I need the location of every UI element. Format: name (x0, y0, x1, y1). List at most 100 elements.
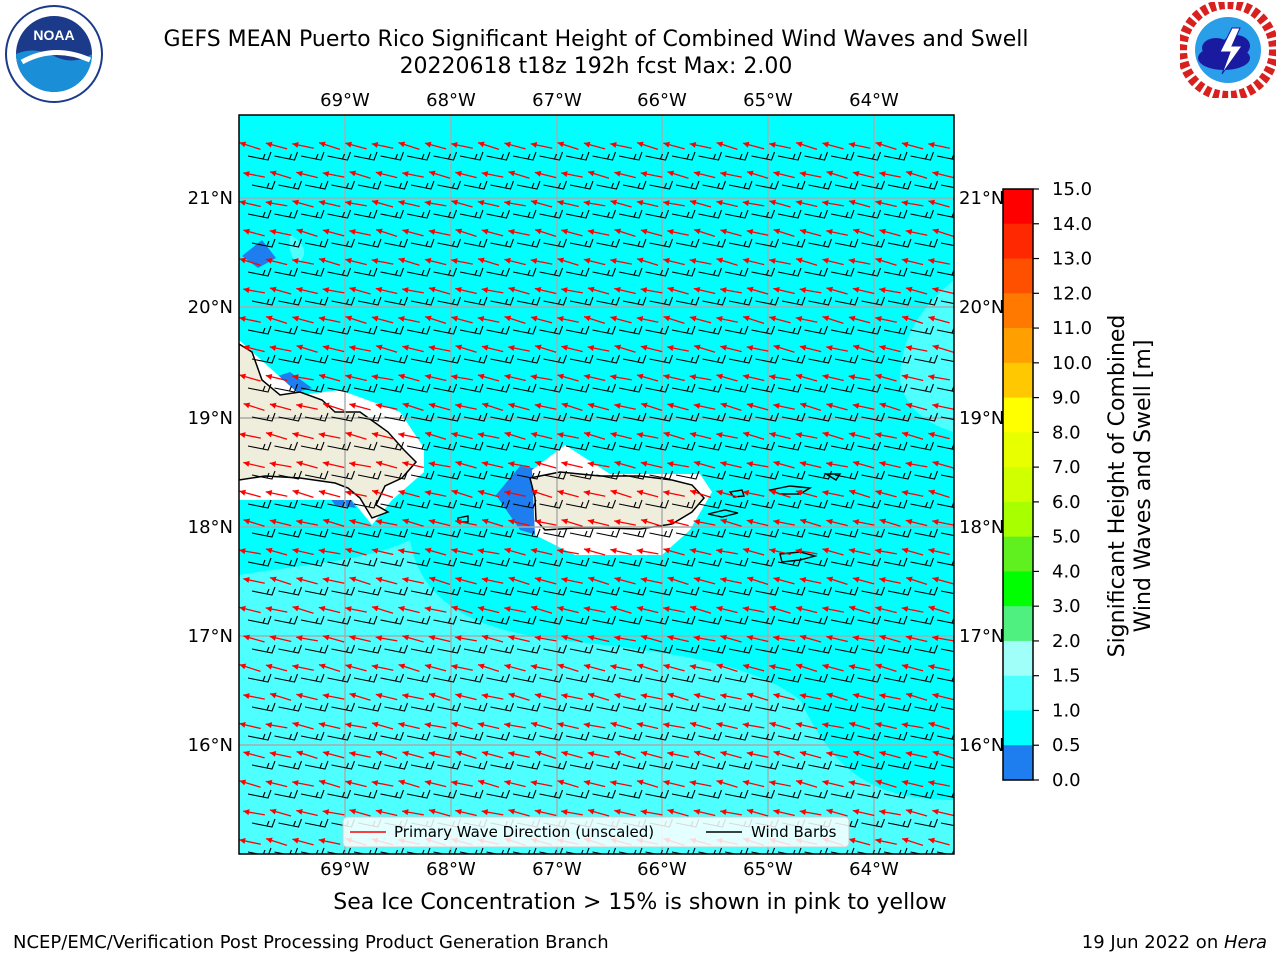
wave-arrow (375, 286, 398, 295)
wave-arrow (349, 518, 371, 527)
wind-barb (331, 180, 356, 190)
wind-barb (830, 615, 855, 625)
wind-barb (857, 673, 882, 683)
wave-arrow (371, 431, 394, 440)
wind-barb (331, 760, 356, 770)
wave-arrow (508, 286, 530, 295)
wind-barb (698, 789, 723, 799)
wave-arrow (292, 374, 314, 381)
wave-arrow (402, 750, 424, 759)
wind-barb (861, 818, 886, 828)
wind-barb (251, 354, 276, 364)
wave-arrow (932, 344, 954, 353)
wave-arrow (852, 228, 875, 238)
wind-barb (247, 673, 272, 683)
colorbar-segment (1003, 606, 1033, 642)
wind-barb (512, 325, 537, 335)
wave-arrow (667, 808, 689, 817)
wave-arrow (932, 576, 954, 585)
colorbar-tick-label: 10.0 (1052, 353, 1092, 374)
wind-barb (380, 325, 405, 335)
wave-arrow (318, 199, 341, 208)
wind-barb (463, 412, 488, 422)
wind-barb (777, 615, 802, 625)
wave-arrow (614, 750, 636, 760)
wind-barb (410, 644, 435, 654)
wave-arrow (398, 432, 420, 439)
wave-arrow (349, 808, 371, 817)
wave-arrow (875, 779, 897, 788)
wave-arrow (614, 170, 636, 179)
wind-barb (247, 267, 272, 277)
wind-barb (300, 557, 325, 567)
land-puerto-rico (529, 471, 706, 531)
wave-arrow (243, 171, 265, 178)
wave-arrow (610, 489, 632, 499)
wind-barb (247, 441, 272, 451)
colorbar-segment (1003, 258, 1033, 294)
wave-arrow (610, 547, 632, 556)
wave-arrow (371, 199, 394, 208)
wave-arrow (663, 722, 685, 729)
wind-barb (645, 731, 670, 741)
colorbar-segment (1003, 189, 1033, 225)
wind-barb (649, 412, 674, 422)
wind-barb (569, 470, 594, 480)
wind-barb (675, 470, 700, 480)
wave-arrow (773, 403, 795, 410)
wave-arrow (561, 402, 583, 412)
wave-arrow (636, 779, 659, 788)
wind-barb (940, 648, 954, 653)
wind-barb (437, 760, 462, 770)
wave-arrow (769, 605, 791, 614)
wind-barb (490, 354, 515, 364)
wind-barb (751, 383, 776, 393)
wind-barb (698, 151, 723, 161)
wind-barb (459, 441, 484, 451)
wave-arrow (243, 693, 265, 700)
wave-arrow (742, 779, 765, 788)
wave-arrow (720, 634, 742, 643)
wind-barb (834, 412, 859, 422)
wind-barb (857, 151, 882, 161)
wave-arrow (455, 344, 477, 353)
legend-barb-label: Wind Barbs (751, 823, 837, 841)
wave-arrow (716, 605, 738, 614)
wind-barb (728, 412, 753, 422)
wind-barb (698, 615, 723, 625)
wave-arrow (905, 286, 928, 295)
wave-arrow (557, 141, 579, 151)
wave-arrow (928, 315, 950, 324)
wind-barb (357, 238, 382, 248)
wave-arrow (292, 142, 314, 149)
wind-barb (804, 209, 829, 219)
wave-arrow (875, 257, 897, 266)
wave-arrow (428, 576, 451, 586)
wave-arrow (239, 779, 261, 788)
wind-barb (569, 180, 594, 190)
wind-barb (463, 760, 488, 770)
wave-arrow (667, 692, 689, 701)
wind-barb (728, 760, 753, 770)
wind-barb (887, 470, 912, 480)
wave-arrow (826, 751, 848, 758)
wave-arrow (292, 664, 314, 671)
wave-arrow (583, 200, 606, 207)
wind-barb (940, 300, 954, 305)
wave-arrow (928, 142, 950, 149)
colorbar-tick-label: 9.0 (1052, 388, 1081, 409)
wind-barb (512, 731, 537, 741)
wave-arrow (875, 199, 897, 208)
wave-arrow (928, 374, 950, 381)
wave-arrow (848, 258, 871, 265)
wind-barb (433, 151, 458, 161)
wind-barb (331, 296, 356, 306)
wind-barb (247, 731, 272, 741)
wind-barb (808, 586, 833, 596)
wind-barb (539, 557, 564, 567)
lat-label-left: 19°N (188, 408, 233, 429)
wave-arrow (587, 751, 610, 758)
wind-barb (516, 760, 541, 770)
wind-barb (777, 441, 802, 451)
wind-barb (596, 644, 621, 654)
